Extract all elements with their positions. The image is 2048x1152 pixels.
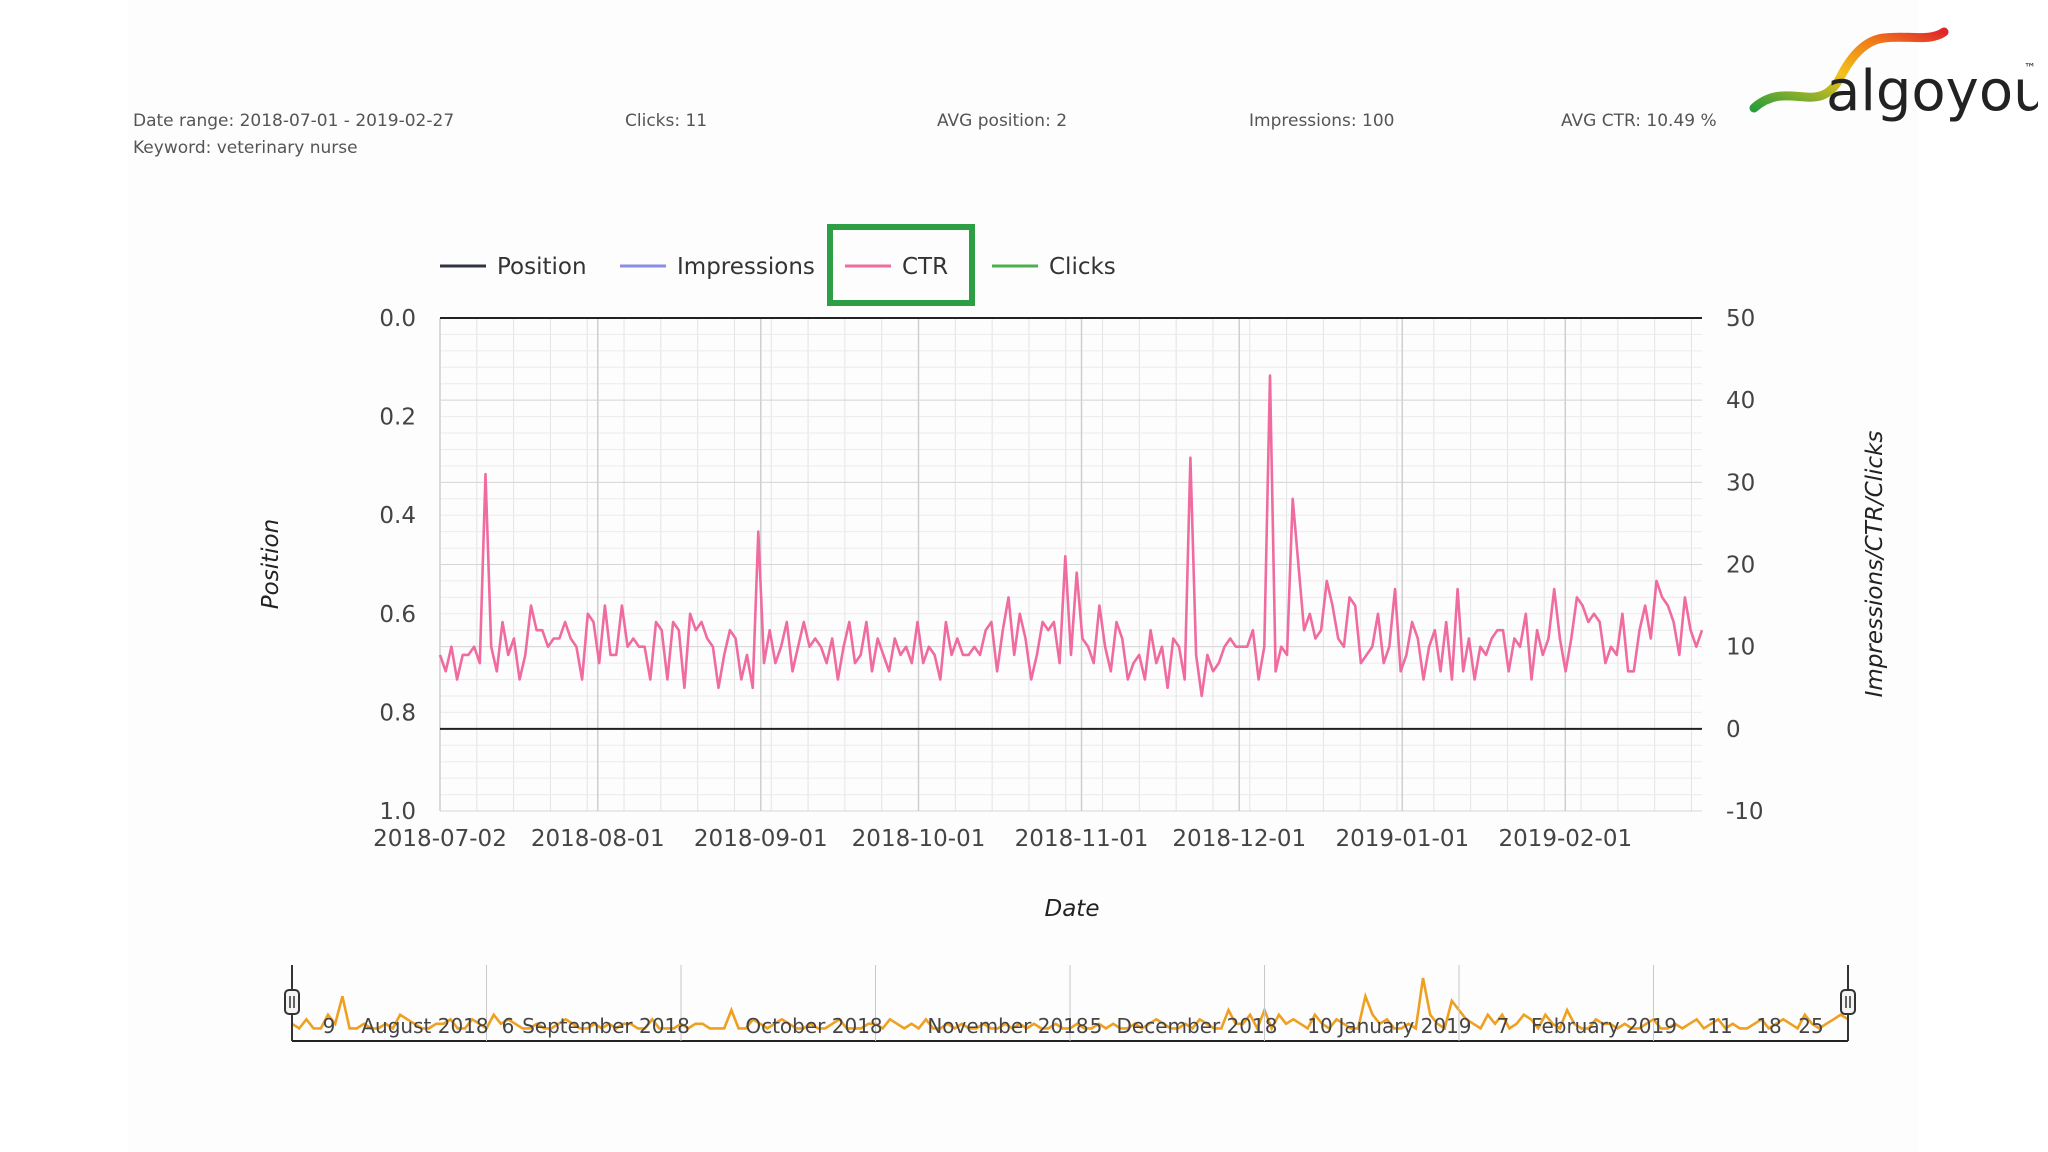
chart-grid bbox=[439, 317, 1702, 812]
impressions-stat: Impressions: 100 bbox=[1249, 111, 1395, 131]
navigator-label: December 2018 bbox=[1117, 1014, 1278, 1038]
y-left-axis-title: Position bbox=[258, 519, 284, 609]
legend-label: CTR bbox=[902, 254, 948, 280]
legend-item-position[interactable]: Position bbox=[440, 254, 587, 280]
y-left-tick-label: 0.8 bbox=[379, 700, 416, 726]
navigator-label: October 2018 bbox=[745, 1014, 882, 1038]
legend-item-ctr[interactable]: CTR bbox=[827, 224, 975, 306]
legend-label: Impressions bbox=[677, 254, 815, 280]
navigator-left-handle[interactable] bbox=[284, 989, 300, 1015]
x-tick-label: 2018-09-01 bbox=[694, 826, 828, 852]
logo-wordmark: algoyou bbox=[1826, 59, 2038, 124]
report-panel bbox=[128, 0, 1918, 1152]
ctr-series-line bbox=[438, 374, 1704, 698]
x-tick-label: 2018-07-02 bbox=[373, 826, 507, 852]
navigator-label: 9 bbox=[323, 1014, 336, 1038]
navigator-label: August 2018 bbox=[361, 1014, 488, 1038]
x-tick-label: 2018-08-01 bbox=[531, 826, 665, 852]
legend-label: Clicks bbox=[1049, 254, 1116, 280]
avg-position-stat: AVG position: 2 bbox=[937, 111, 1068, 131]
svg-text:™: ™ bbox=[2024, 61, 2036, 75]
x-tick-label: 2018-10-01 bbox=[852, 826, 986, 852]
x-tick-label: 2019-01-01 bbox=[1335, 826, 1469, 852]
clicks-stat: Clicks: 11 bbox=[625, 111, 708, 131]
date-range-label: Date range: 2018-07-01 - 2019-02-27 bbox=[133, 111, 455, 131]
navigator-label: 10 bbox=[1307, 1014, 1332, 1038]
x-tick-label: 2019-02-01 bbox=[1498, 826, 1632, 852]
keyword-label: Keyword: veterinary nurse bbox=[133, 138, 358, 158]
y-left-tick-label: 0.4 bbox=[379, 503, 416, 529]
avg-ctr-stat: AVG CTR: 10.49 % bbox=[1561, 111, 1717, 131]
x-axis-title: Date bbox=[1045, 896, 1100, 922]
y-left-tick-label: 0.2 bbox=[379, 405, 416, 431]
y-right-tick-label: 20 bbox=[1726, 553, 1755, 579]
chart-navigator: 9 August 2018 6 September 2018 October 2018 N… bbox=[284, 965, 1856, 1042]
navigator-label: September 2018 bbox=[522, 1014, 690, 1038]
navigator-label: 5 bbox=[1090, 1014, 1103, 1038]
y-right-tick-label: 0 bbox=[1726, 717, 1741, 743]
algoyou-logo: algoyou ™ bbox=[1748, 18, 2048, 130]
y-right-tick-label: 10 bbox=[1726, 635, 1755, 661]
chart-legend: Position Impressions CTR Clicks bbox=[440, 224, 1116, 306]
legend-label: Position bbox=[497, 254, 587, 280]
x-tick-label: 2018-11-01 bbox=[1015, 826, 1149, 852]
legend-item-clicks[interactable]: Clicks bbox=[992, 254, 1116, 280]
y-right-tick-label: 50 bbox=[1726, 306, 1755, 332]
navigator-label: November 2018 bbox=[927, 1014, 1088, 1038]
legend-item-impressions[interactable]: Impressions bbox=[620, 254, 815, 280]
y-left-tick-label: 0.0 bbox=[379, 306, 416, 332]
y-right-tick-label: 30 bbox=[1726, 470, 1755, 496]
navigator-right-handle[interactable] bbox=[1840, 989, 1856, 1015]
y-right-axis-title: Impressions/CTR/Clicks bbox=[1862, 431, 1888, 698]
navigator-label: February 2019 bbox=[1531, 1014, 1677, 1038]
navigator-label: January 2019 bbox=[1336, 1014, 1471, 1038]
navigator-label: 25 bbox=[1798, 1014, 1823, 1038]
legend-highlight-box bbox=[827, 224, 975, 306]
y-right-tick-label: -10 bbox=[1726, 799, 1764, 825]
navigator-label: 7 bbox=[1497, 1014, 1510, 1038]
y-left-tick-label: 0.6 bbox=[379, 602, 416, 628]
navigator-label: 6 bbox=[502, 1014, 515, 1038]
navigator-label: 11 bbox=[1707, 1014, 1732, 1038]
navigator-label: 18 bbox=[1756, 1014, 1781, 1038]
logo-swoosh-icon bbox=[1749, 27, 1949, 113]
x-tick-label: 2018-12-01 bbox=[1172, 826, 1306, 852]
chart-axes: 2018-07-02 2018-08-01 2018-09-01 2018-10-01… bbox=[258, 306, 1888, 922]
chart-series bbox=[438, 374, 1704, 698]
y-right-tick-label: 40 bbox=[1726, 388, 1755, 414]
y-left-tick-label: 1.0 bbox=[379, 799, 416, 825]
